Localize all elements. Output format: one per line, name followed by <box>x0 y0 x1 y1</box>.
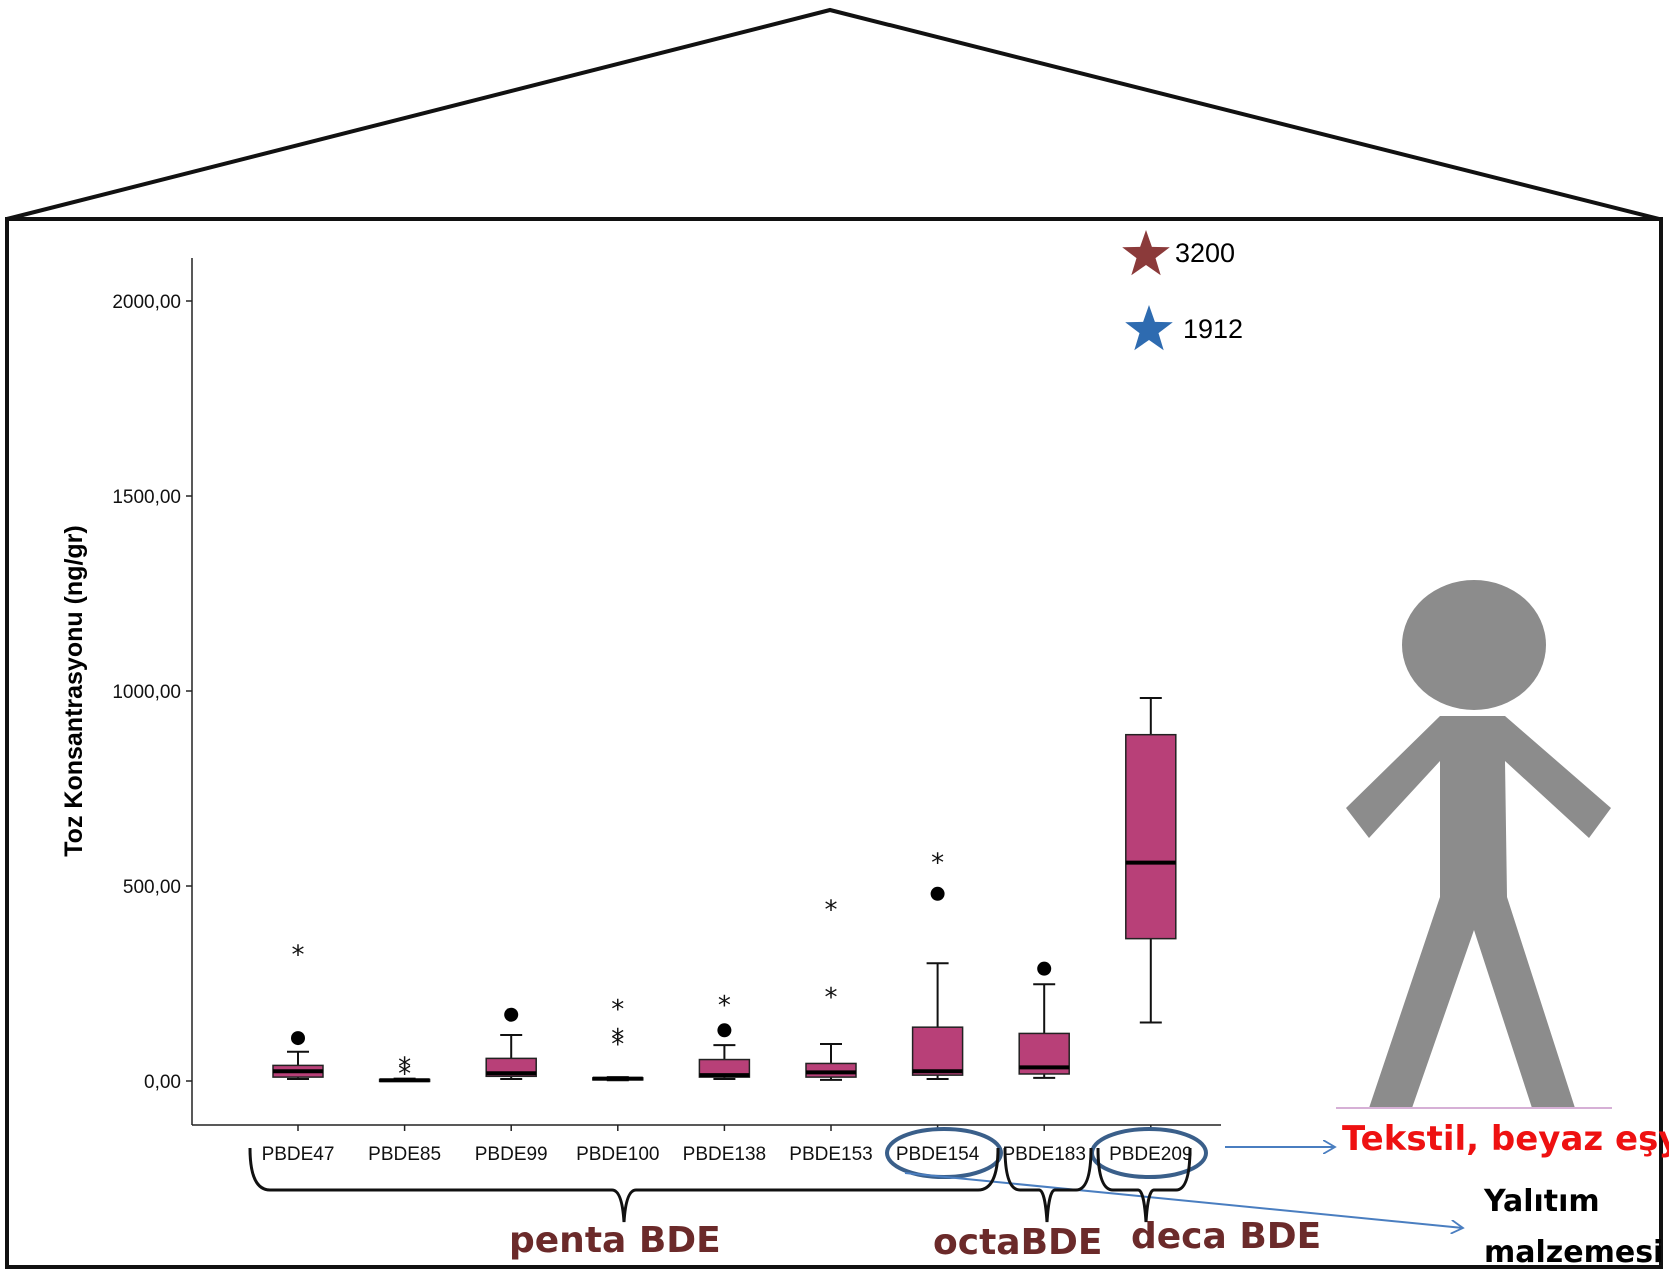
box-plot-pbde47: * <box>272 940 324 1081</box>
outlier-star: * <box>398 1059 411 1089</box>
outlier-circle <box>717 1023 732 1038</box>
person-body <box>1346 716 1611 1108</box>
outlier-star: * <box>292 940 305 970</box>
pbde154-source-label-line1: Yalıtım <box>1483 1184 1600 1219</box>
box-plot-pbde99 <box>485 1007 537 1081</box>
pbde209-source-label: Tekstil, beyaz eşya <box>1342 1119 1669 1159</box>
y-tick-label: 0,00 <box>144 1072 181 1093</box>
box-plots: ****** * *** <box>272 697 1177 1089</box>
outlier-circle <box>1037 961 1052 976</box>
brace-octa <box>1003 1147 1093 1223</box>
group-label-octa: octaBDE <box>933 1222 1103 1263</box>
y-axis-label: Toz Konsantrasyonu (ng/gr) <box>60 525 88 856</box>
star-icon-3200 <box>1122 230 1170 276</box>
x-tick-label: PBDE138 <box>683 1144 766 1165</box>
y-ticks: 0,00 500,00 1000,00 1500,00 2000,00 <box>112 292 192 1093</box>
outlier-star: * <box>398 1053 411 1083</box>
box-plot-pbde85: ** <box>378 1053 431 1089</box>
x-tick-label: PBDE183 <box>1002 1144 1085 1165</box>
person-figure-icon <box>1346 580 1611 1108</box>
y-tick-label: 500,00 <box>123 877 181 898</box>
x-tick-label: PBDE153 <box>789 1144 872 1165</box>
group-braces <box>248 1147 1192 1223</box>
brace-penta <box>248 1147 1000 1223</box>
box-iqr <box>805 1062 857 1078</box>
y-tick-label: 1000,00 <box>112 682 181 703</box>
outlier-star: * <box>611 1030 624 1060</box>
outlier-circle <box>504 1007 519 1022</box>
outlier-star: * <box>825 895 838 925</box>
box-plot-pbde154: * <box>911 849 964 1081</box>
y-tick-label: 2000,00 <box>112 292 181 313</box>
house-outline <box>5 7 1663 1269</box>
y-tick-label: 1500,00 <box>112 487 181 508</box>
star-icon-1912 <box>1125 305 1173 351</box>
box-iqr <box>1125 733 1177 940</box>
outlier-star: * <box>825 983 838 1013</box>
outlier-circle <box>930 886 945 901</box>
house-walls <box>5 217 1663 1269</box>
x-tick-label: PBDE47 <box>262 1144 335 1165</box>
chart-axes <box>191 258 1221 1126</box>
group-label-deca: deca BDE <box>1131 1216 1321 1257</box>
box-plot-pbde183 <box>1018 961 1070 1079</box>
box-plot-pbde138: * <box>698 991 751 1081</box>
x-tick-label: PBDE85 <box>368 1144 441 1165</box>
pbde154-source-label-line2: malzemesi <box>1484 1235 1663 1270</box>
x-tick-label: PBDE209 <box>1109 1144 1192 1165</box>
extreme-label-1912: 1912 <box>1183 314 1243 344</box>
outlier-star: * <box>611 1024 624 1054</box>
x-tick-label: PBDE100 <box>576 1144 659 1165</box>
x-ticks: PBDE47 PBDE85 PBDE99 PBDE100 PBDE138 PBDE153 P… <box>262 1125 1193 1165</box>
group-label-penta: penta BDE <box>509 1220 721 1261</box>
box-plot-pbde100: *** <box>592 995 644 1082</box>
box-plot-pbde209 <box>1125 697 1177 1024</box>
outlier-star: * <box>611 995 624 1025</box>
house-roof <box>6 7 1660 221</box>
x-tick-label: PBDE154 <box>896 1144 980 1165</box>
person-head <box>1402 580 1546 710</box>
extreme-label-3200: 3200 <box>1175 238 1235 268</box>
brace-deca <box>1096 1147 1192 1223</box>
arrow-pbde154 <box>904 1172 1463 1228</box>
x-tick-label: PBDE99 <box>475 1144 548 1165</box>
extreme-markers: 3200 1912 <box>1122 230 1243 351</box>
outlier-star: * <box>931 849 944 879</box>
outlier-star: * <box>718 991 731 1021</box>
box-iqr <box>911 1026 964 1076</box>
box-plot-pbde153: ** <box>805 895 857 1081</box>
outlier-circle <box>291 1031 305 1046</box>
